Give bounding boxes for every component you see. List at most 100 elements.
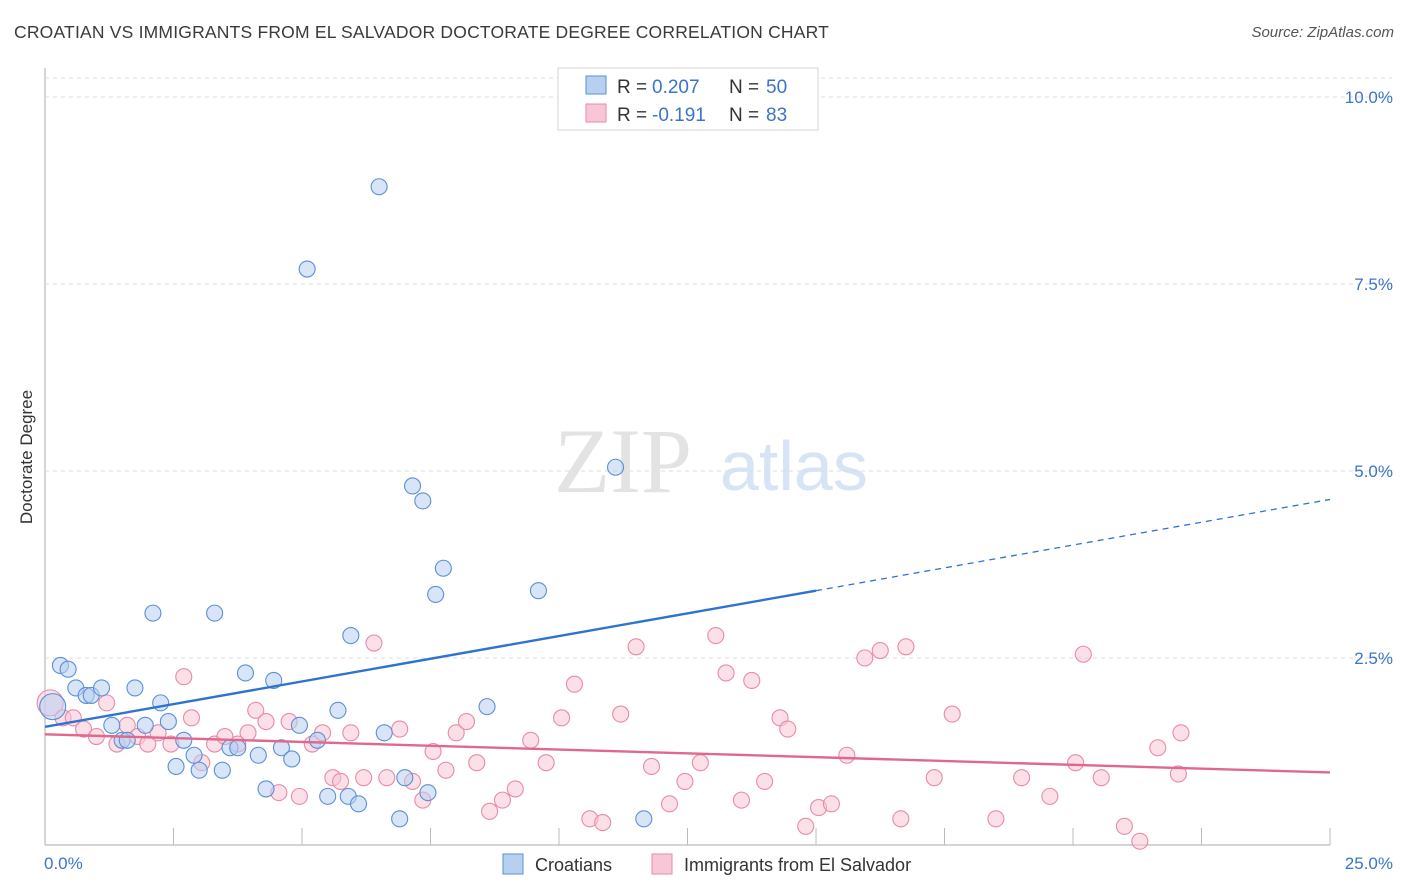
salvador-point bbox=[838, 746, 856, 764]
salvador-point bbox=[493, 791, 512, 809]
salvador-point bbox=[987, 810, 1005, 828]
salvador-point bbox=[871, 641, 889, 660]
legend-label-croatians: Croatians bbox=[535, 855, 612, 875]
croatian-point bbox=[283, 750, 301, 768]
croatian-point bbox=[249, 746, 267, 764]
data-points bbox=[36, 178, 1190, 850]
salvador-point bbox=[457, 713, 476, 731]
stats-swatch-croatians bbox=[585, 75, 607, 95]
stats-n-value-salvador: 83 bbox=[766, 105, 787, 126]
gridlines bbox=[45, 77, 1392, 659]
x-tick-label-min: 0.0% bbox=[44, 854, 83, 873]
croatian-point bbox=[126, 679, 144, 697]
salvador-point bbox=[732, 791, 751, 809]
croatian-point bbox=[103, 716, 121, 734]
croatian-point bbox=[329, 701, 347, 719]
salvador-point bbox=[365, 634, 383, 652]
croatian-point bbox=[236, 664, 255, 682]
stats-r-label-croatians: R = bbox=[617, 77, 647, 98]
salvador-point bbox=[1013, 769, 1031, 787]
salvador-point bbox=[943, 705, 961, 723]
croatian-point bbox=[434, 559, 452, 577]
x-tick-label-max: 25.0% bbox=[1345, 854, 1393, 873]
salvador-point bbox=[391, 720, 409, 738]
salvador-point bbox=[779, 720, 797, 738]
salvador-point bbox=[98, 694, 116, 712]
x-ticks bbox=[173, 828, 1331, 845]
salvador-point bbox=[537, 754, 555, 772]
salvador-point bbox=[822, 795, 840, 813]
trend-line-salvador bbox=[44, 733, 1331, 774]
salvador-point bbox=[1172, 724, 1190, 742]
croatian-point bbox=[529, 582, 547, 600]
croatian-point bbox=[118, 731, 136, 749]
salvador-point bbox=[707, 627, 725, 645]
croatian-point bbox=[39, 693, 67, 721]
salvador-point bbox=[642, 757, 661, 776]
croatian-point bbox=[419, 784, 437, 802]
croatian-point bbox=[414, 492, 432, 510]
trend-line-croatians-extension bbox=[815, 498, 1331, 592]
croatian-point bbox=[478, 698, 496, 716]
salvador-point bbox=[481, 802, 499, 820]
trend-lines bbox=[44, 498, 1331, 774]
salvador-point bbox=[897, 638, 915, 656]
legend-swatch-salvador bbox=[651, 853, 673, 875]
stats-r-value-salvador: -0.191 bbox=[652, 105, 706, 126]
croatian-point bbox=[206, 604, 224, 622]
croatian-point bbox=[370, 178, 388, 196]
salvador-point bbox=[1169, 765, 1187, 783]
salvador-point bbox=[506, 780, 524, 798]
salvador-point bbox=[239, 724, 257, 742]
croatian-point bbox=[635, 810, 653, 828]
croatian-point bbox=[290, 716, 308, 734]
croatian-point bbox=[396, 769, 414, 787]
salvador-point bbox=[660, 795, 679, 813]
salvador-point bbox=[627, 638, 645, 656]
chart-title: CROATIAN VS IMMIGRANTS FROM EL SALVADOR … bbox=[14, 22, 830, 42]
croatian-point bbox=[185, 746, 203, 764]
y-tick-label: 5.0% bbox=[1354, 462, 1393, 481]
watermark-atlas: atlas bbox=[720, 427, 868, 505]
source-label: Source: ZipAtlas.com bbox=[1251, 24, 1394, 41]
salvador-point bbox=[594, 814, 612, 832]
salvador-point bbox=[378, 769, 396, 787]
croatian-point bbox=[375, 724, 393, 742]
salvador-point bbox=[424, 742, 442, 761]
stats-legend: R = 0.207 N = 50 R = -0.191 N = 83 bbox=[557, 67, 819, 131]
salvador-point bbox=[1149, 739, 1167, 757]
salvador-point bbox=[522, 731, 540, 749]
salvador-point bbox=[355, 769, 373, 787]
croatian-point bbox=[144, 604, 162, 622]
croatian-point bbox=[298, 260, 316, 278]
watermark-zip: ZIP bbox=[554, 410, 692, 512]
croatian-point bbox=[175, 731, 193, 749]
stats-n-value-croatians: 50 bbox=[766, 77, 787, 98]
legend-swatch-croatians bbox=[502, 853, 524, 875]
salvador-point bbox=[257, 713, 275, 731]
croatian-point bbox=[427, 585, 445, 603]
salvador-point bbox=[342, 724, 360, 742]
salvador-point bbox=[447, 724, 465, 742]
salvador-point bbox=[247, 701, 265, 719]
salvador-point bbox=[612, 705, 630, 723]
croatian-point bbox=[59, 660, 77, 678]
croatian-point bbox=[265, 671, 283, 689]
y-tick-label: 2.5% bbox=[1354, 649, 1393, 668]
salvador-point bbox=[856, 649, 874, 667]
croatian-point bbox=[167, 757, 185, 776]
croatian-point bbox=[257, 780, 275, 798]
salvador-point bbox=[1115, 817, 1133, 835]
salvador-point bbox=[691, 754, 709, 772]
salvador-point bbox=[468, 754, 486, 772]
croatian-point bbox=[190, 761, 208, 779]
salvador-point bbox=[676, 772, 694, 790]
stats-swatch-salvador bbox=[585, 103, 607, 123]
stats-n-label-salvador: N = bbox=[729, 105, 759, 126]
stats-n-label-croatians: N = bbox=[729, 77, 759, 98]
salvador-point bbox=[331, 772, 350, 790]
croatian-point bbox=[342, 627, 360, 645]
croatian-point bbox=[272, 739, 290, 757]
salvador-point bbox=[139, 735, 157, 753]
salvador-point bbox=[182, 709, 201, 727]
